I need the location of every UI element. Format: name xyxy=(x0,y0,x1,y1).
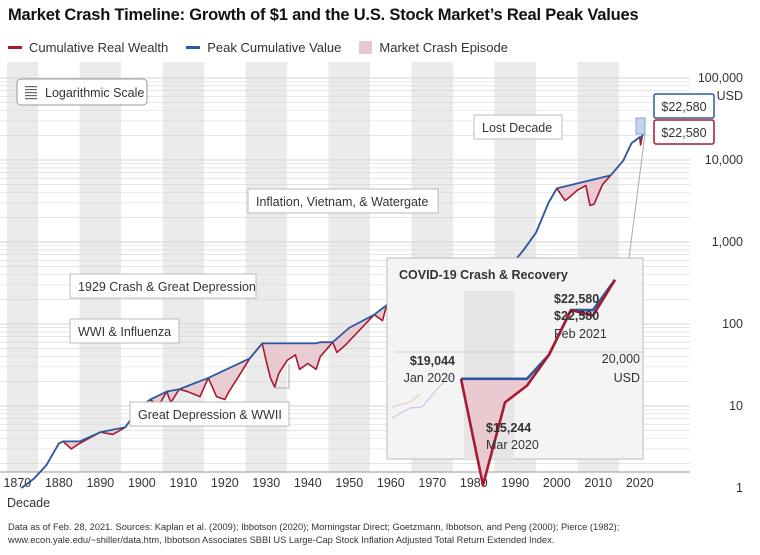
inset-series xyxy=(459,278,617,487)
y-tick-label: 1 xyxy=(736,481,743,495)
chart-title: Market Crash Timeline: Growth of $1 and … xyxy=(8,6,639,24)
x-tick-label: 2020 xyxy=(626,476,654,490)
inset-feb-peak: $22,580 xyxy=(554,292,599,306)
y-tick-label: 100 xyxy=(722,317,743,331)
series-line-peak xyxy=(20,130,646,489)
annotation-wwi-label: WWI & Influenza xyxy=(78,325,171,339)
x-tick-label: 1940 xyxy=(294,476,322,490)
inset-jan-date: Jan 2020 xyxy=(404,371,455,385)
x-tick-label: 1900 xyxy=(128,476,156,490)
log-scale-label: Logarithmic Scale xyxy=(45,86,144,100)
list-icon xyxy=(25,86,37,100)
x-tick-label: 1890 xyxy=(86,476,114,490)
inset-jan-value: $19,044 xyxy=(410,354,455,368)
peak-value-text: $22,580 xyxy=(661,100,706,114)
y-tick-unit: USD xyxy=(717,89,743,103)
y-tick-label: 1,000 xyxy=(712,235,743,249)
legend-label-cumulative: Cumulative Real Wealth xyxy=(29,40,169,55)
legend-label-peak: Peak Cumulative Value xyxy=(207,40,342,55)
inset-feb-date: Feb 2021 xyxy=(554,327,607,341)
legend-item-crash: Market Crash Episode xyxy=(359,40,508,55)
x-tick-label: 1930 xyxy=(252,476,280,490)
annotation-inflation: Inflation, Vietnam, & Watergate xyxy=(247,188,439,214)
decade-band xyxy=(328,62,371,472)
inset-cum-line xyxy=(459,279,617,487)
inset-title: COVID-19 Crash & Recovery xyxy=(399,268,568,282)
x-tick-label: 1920 xyxy=(211,476,239,490)
annotation-wwii-label: Great Depression & WWII xyxy=(138,408,282,422)
legend-swatch-crash xyxy=(359,41,373,54)
x-tick-label: 2000 xyxy=(543,476,571,490)
x-tick-label: 1990 xyxy=(501,476,529,490)
x-tick-label: 1970 xyxy=(418,476,446,490)
x-tick-label: 2010 xyxy=(584,476,612,490)
annotation-wwii: Great Depression & WWII xyxy=(129,364,290,427)
annotation-1929-label: 1929 Crash & Great Depression xyxy=(78,280,256,294)
decade-band xyxy=(7,62,39,472)
legend-item-cumulative: Cumulative Real Wealth xyxy=(8,40,168,55)
cum-value-text: $22,580 xyxy=(661,126,706,140)
y-tick-label: 10,000 xyxy=(705,153,743,167)
cum-value-label: $22,580 xyxy=(653,119,715,145)
inset-yref-unit: USD xyxy=(614,371,640,385)
log-scale-button[interactable]: Logarithmic Scale xyxy=(16,78,148,106)
annotation-1929: 1929 Crash & Great Depression xyxy=(69,273,257,299)
annotation-inflation-label: Inflation, Vietnam, & Watergate xyxy=(256,195,428,209)
annotation-wwi: WWI & Influenza xyxy=(69,318,180,344)
inset-feb-cum: $22,580 xyxy=(554,309,599,323)
peak-value-label: $22,580 xyxy=(653,93,715,119)
inset-faint-line-red xyxy=(391,393,421,408)
inset-panel xyxy=(386,257,644,460)
footnote-line-1: Data as of Feb. 28, 2021. Sources: Kapla… xyxy=(8,522,620,532)
y-tick-label: 100,000 xyxy=(698,71,743,85)
x-tick-label: 1910 xyxy=(169,476,197,490)
x-axis-ticks: 1870 1880 1890 1900 1910 1920 1930 1940 1950 1960… xyxy=(3,476,653,490)
inset-peak-line xyxy=(461,278,617,381)
inset-faint-line xyxy=(391,374,455,419)
legend: Cumulative Real Wealth Peak Cumulative V… xyxy=(8,40,508,55)
y-axis-ticks: 100,000 USD 10,000 1,000 100 10 1 xyxy=(698,71,743,495)
x-tick-label: 1950 xyxy=(335,476,363,490)
y-tick-label: 10 xyxy=(729,399,743,413)
covid-inset: COVID-19 Crash & Recovery 20,000 USD $19… xyxy=(386,257,644,487)
inset-yref: 20,000 xyxy=(602,352,640,366)
decade-band xyxy=(79,62,122,472)
x-tick-label: 1960 xyxy=(377,476,405,490)
footnote: Data as of Feb. 28, 2021. Sources: Kapla… xyxy=(8,521,753,547)
footnote-line-2: www.econ.yale.edu/~shiller/data.htm, Ibb… xyxy=(8,535,555,545)
covid-highlight-box xyxy=(635,117,646,135)
inset-mar-date: Mar 2020 xyxy=(486,438,539,452)
series-lines xyxy=(20,130,646,489)
inset-crash-area xyxy=(461,279,615,486)
annotation-lost: Lost Decade xyxy=(473,114,563,140)
x-tick-label: 1880 xyxy=(45,476,73,490)
inset-mar-value: $15,244 xyxy=(486,421,531,435)
legend-item-peak: Peak Cumulative Value xyxy=(186,40,341,55)
x-axis-label: Decade xyxy=(7,496,50,510)
legend-swatch-peak xyxy=(186,46,201,49)
annotation-lost-label: Lost Decade xyxy=(482,121,552,135)
legend-label-crash: Market Crash Episode xyxy=(379,40,509,55)
legend-swatch-cumulative xyxy=(8,46,22,49)
